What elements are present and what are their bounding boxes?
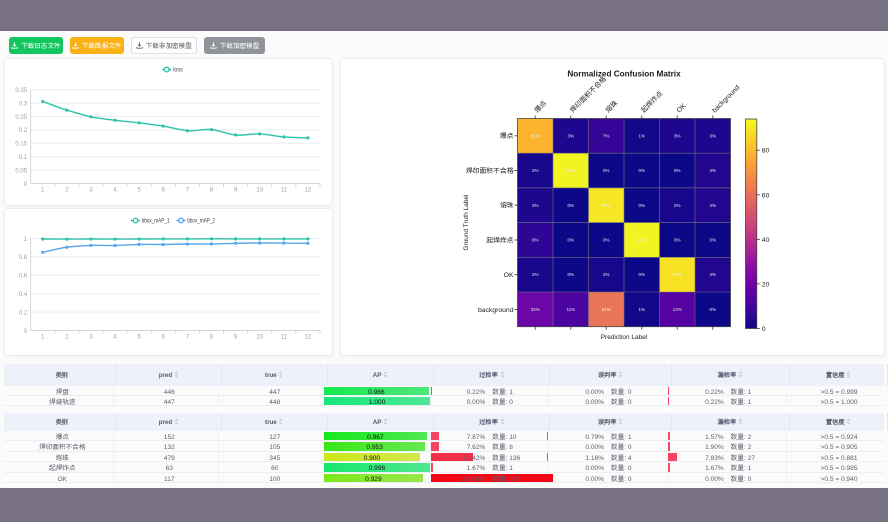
svg-text:61%: 61% bbox=[601, 307, 610, 313]
svg-text:4%: 4% bbox=[709, 168, 716, 174]
svg-text:8: 8 bbox=[210, 332, 214, 341]
svg-text:11%: 11% bbox=[566, 307, 575, 313]
svg-text:0.1: 0.1 bbox=[19, 152, 28, 161]
svg-text:0%: 0% bbox=[638, 202, 645, 208]
svg-text:0%: 0% bbox=[567, 202, 574, 208]
svg-text:0.8: 0.8 bbox=[19, 252, 28, 261]
svg-text:焊印面积不合格: 焊印面积不合格 bbox=[567, 73, 608, 114]
svg-text:bbox_mAP_1: bbox_mAP_1 bbox=[142, 216, 171, 225]
svg-text:OK: OK bbox=[673, 100, 687, 114]
svg-text:12: 12 bbox=[305, 184, 312, 193]
svg-text:0.2: 0.2 bbox=[19, 307, 28, 316]
svg-text:5: 5 bbox=[137, 332, 141, 341]
svg-text:0%: 0% bbox=[638, 272, 645, 278]
svg-text:9: 9 bbox=[234, 184, 238, 193]
svg-text:10: 10 bbox=[256, 332, 263, 341]
svg-text:7: 7 bbox=[186, 184, 190, 193]
svg-text:0: 0 bbox=[24, 178, 28, 187]
svg-text:1: 1 bbox=[41, 332, 45, 341]
svg-text:11: 11 bbox=[281, 332, 288, 341]
svg-text:13%: 13% bbox=[672, 307, 681, 313]
svg-text:40: 40 bbox=[761, 233, 769, 243]
svg-text:0.35: 0.35 bbox=[15, 85, 27, 94]
svg-text:0.05: 0.05 bbox=[15, 165, 27, 174]
svg-text:起焊炸点: 起焊炸点 bbox=[638, 87, 664, 113]
svg-text:2: 2 bbox=[65, 184, 69, 193]
svg-text:1: 1 bbox=[41, 184, 45, 193]
svg-text:4%: 4% bbox=[709, 272, 716, 278]
svg-text:0%: 0% bbox=[638, 168, 645, 174]
svg-text:0.25: 0.25 bbox=[15, 111, 27, 120]
svg-text:93%: 93% bbox=[566, 168, 575, 174]
svg-text:Prediction Label: Prediction Label bbox=[600, 331, 647, 341]
svg-text:11: 11 bbox=[281, 184, 288, 193]
svg-text:2%: 2% bbox=[602, 272, 609, 278]
svg-text:6: 6 bbox=[162, 184, 166, 193]
svg-text:0%: 0% bbox=[673, 168, 680, 174]
svg-text:5: 5 bbox=[137, 184, 141, 193]
svg-text:0%: 0% bbox=[602, 168, 609, 174]
svg-text:OK: OK bbox=[503, 269, 513, 279]
svg-text:2%: 2% bbox=[531, 168, 538, 174]
svg-text:3%: 3% bbox=[531, 202, 538, 208]
svg-text:0%: 0% bbox=[602, 237, 609, 243]
svg-text:Ground Truth Label: Ground Truth Label bbox=[460, 194, 470, 251]
svg-text:bbox_mAP_2: bbox_mAP_2 bbox=[187, 216, 216, 225]
svg-text:0.15: 0.15 bbox=[15, 138, 27, 147]
svg-text:0%: 0% bbox=[567, 237, 574, 243]
svg-text:7: 7 bbox=[186, 332, 190, 341]
svg-text:7%: 7% bbox=[602, 133, 609, 139]
svg-text:熔珠: 熔珠 bbox=[499, 199, 513, 209]
svg-text:3: 3 bbox=[89, 184, 93, 193]
svg-text:4%: 4% bbox=[709, 202, 716, 208]
svg-text:89%: 89% bbox=[672, 272, 681, 278]
svg-text:1%: 1% bbox=[638, 133, 645, 139]
svg-text:起焊炸点: 起焊炸点 bbox=[486, 234, 513, 244]
svg-text:0: 0 bbox=[24, 326, 28, 335]
svg-text:20: 20 bbox=[761, 278, 769, 288]
svg-text:90%: 90% bbox=[601, 202, 610, 208]
svg-text:0%: 0% bbox=[567, 272, 574, 278]
svg-text:1: 1 bbox=[24, 234, 28, 243]
svg-text:Normalized Confusion Matrix: Normalized Confusion Matrix bbox=[567, 67, 681, 79]
svg-text:0%: 0% bbox=[709, 307, 716, 313]
svg-text:焊印面积不合格: 焊印面积不合格 bbox=[465, 165, 513, 175]
svg-text:1%: 1% bbox=[638, 307, 645, 313]
svg-text:32%: 32% bbox=[530, 307, 539, 313]
svg-text:6: 6 bbox=[162, 332, 166, 341]
svg-text:0%: 0% bbox=[709, 237, 716, 243]
svg-text:3%: 3% bbox=[673, 133, 680, 139]
svg-text:熔珠: 熔珠 bbox=[602, 97, 619, 114]
svg-text:0%: 0% bbox=[673, 237, 680, 243]
svg-text:9: 9 bbox=[234, 332, 238, 341]
svg-text:60: 60 bbox=[761, 189, 769, 199]
svg-text:93%: 93% bbox=[637, 237, 646, 243]
svg-text:2%: 2% bbox=[673, 202, 680, 208]
svg-text:爆点: 爆点 bbox=[531, 97, 548, 114]
svg-text:6%: 6% bbox=[531, 237, 538, 243]
svg-text:background: background bbox=[477, 303, 513, 313]
svg-text:0.3: 0.3 bbox=[19, 98, 28, 107]
svg-text:loss: loss bbox=[173, 64, 183, 73]
svg-text:3: 3 bbox=[89, 332, 93, 341]
svg-text:4: 4 bbox=[113, 332, 117, 341]
svg-text:0.6: 0.6 bbox=[19, 271, 28, 280]
svg-text:0: 0 bbox=[761, 323, 765, 333]
svg-text:0.2: 0.2 bbox=[19, 125, 28, 134]
svg-text:3%: 3% bbox=[709, 133, 716, 139]
svg-text:2: 2 bbox=[65, 332, 69, 341]
svg-text:0.4: 0.4 bbox=[19, 289, 28, 298]
svg-text:80: 80 bbox=[761, 144, 769, 154]
svg-text:2%: 2% bbox=[531, 272, 538, 278]
svg-text:3%: 3% bbox=[567, 133, 574, 139]
svg-text:4: 4 bbox=[113, 184, 117, 193]
svg-text:10: 10 bbox=[256, 184, 263, 193]
svg-text:background: background bbox=[709, 82, 741, 114]
svg-text:81%: 81% bbox=[530, 133, 539, 139]
svg-text:8: 8 bbox=[210, 184, 214, 193]
svg-text:12: 12 bbox=[305, 332, 312, 341]
svg-text:爆点: 爆点 bbox=[499, 130, 513, 140]
